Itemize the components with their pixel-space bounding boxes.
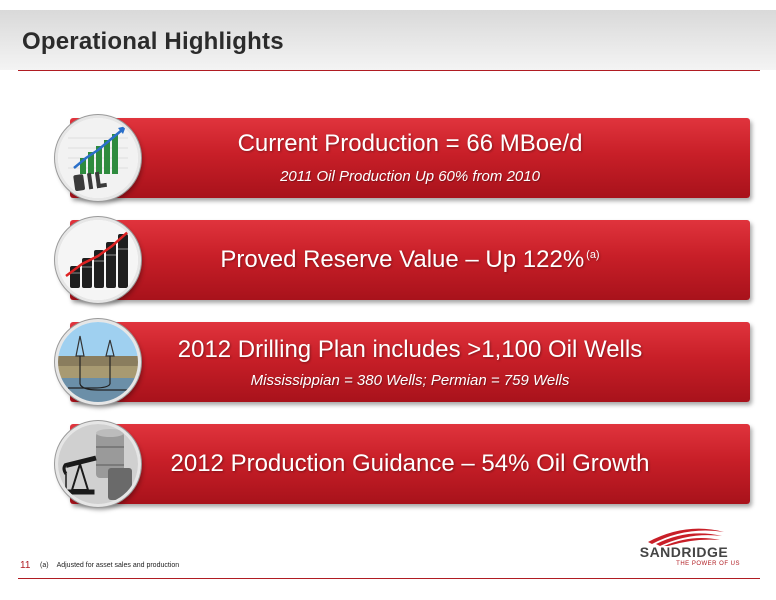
highlight-band-reserve-value: Proved Reserve Value – Up 122% (a) [70, 220, 750, 300]
highlight-title: Current Production = 66 MBoe/d [237, 130, 583, 157]
highlight-subtitle: 2011 Oil Production Up 60% from 2010 [280, 168, 540, 185]
highlight-band-production: Current Production = 66 MBoe/d 2011 Oil … [70, 118, 750, 198]
footnote-text: Adjusted for asset sales and production [56, 562, 180, 569]
highlight-title: Proved Reserve Value – Up 122% (a) [70, 246, 750, 274]
logo-tagline: THE POWER OF US [676, 561, 740, 567]
footnote-reference: (a) [586, 249, 600, 261]
page-number: 11 [20, 560, 31, 571]
footer-divider [18, 578, 760, 579]
page-title: Operational Highlights [22, 28, 284, 55]
oil-chart-icon [58, 118, 138, 198]
highlight-title-text: Proved Reserve Value – Up 122% [220, 246, 585, 273]
highlight-subtitle: Mississippian = 380 Wells; Permian = 759… [250, 372, 570, 389]
company-logo: SANDRIDGE THE POWER OF US [628, 524, 740, 572]
pumpjack-barrels-icon [58, 424, 138, 504]
logo-wordmark: SANDRIDGE [639, 544, 729, 560]
header-divider [18, 70, 760, 71]
logo-swoosh-icon [648, 528, 724, 546]
header-bar: Operational Highlights [0, 10, 776, 71]
highlight-band-production-guidance: 2012 Production Guidance – 54% Oil Growt… [70, 424, 750, 504]
highlight-title: 2012 Drilling Plan includes >1,100 Oil W… [177, 336, 643, 363]
drilling-cross-section-icon [58, 322, 138, 402]
highlight-title: 2012 Production Guidance – 54% Oil Growt… [170, 450, 650, 477]
highlight-band-drilling-plan: 2012 Drilling Plan includes >1,100 Oil W… [70, 322, 750, 402]
oil-barrels-chart-icon [58, 220, 138, 300]
footnote-mark: (a) [40, 562, 49, 569]
footnote: (a) Adjusted for asset sales and producti… [40, 562, 179, 569]
